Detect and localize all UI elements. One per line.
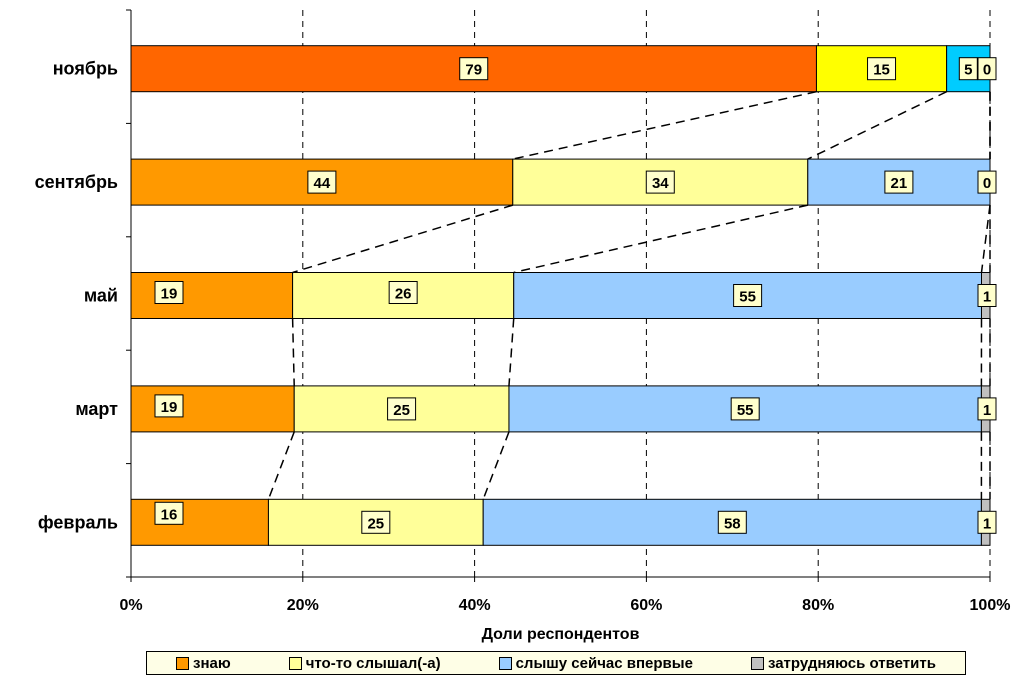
legend-label-hard-to-say: затрудняюсь ответить bbox=[767, 654, 936, 672]
data-label-cat-4-s1: 25 bbox=[367, 515, 384, 532]
x-tick-label-5: 100% bbox=[970, 597, 1011, 614]
data-label-cat-2-s1: 26 bbox=[395, 286, 412, 303]
data-label-cat-3-s1: 25 bbox=[393, 402, 410, 419]
connector-3-2 bbox=[482, 431, 510, 500]
data-label-box-cat-3-s3 bbox=[977, 397, 997, 421]
data-label-box-cat-4-s3 bbox=[977, 510, 997, 534]
data-label-box-cat-3-s1 bbox=[387, 397, 417, 421]
legend-item-know: знаю bbox=[176, 655, 231, 672]
x-tick-label-3: 60% bbox=[630, 597, 662, 614]
category-label-cat-2: май bbox=[84, 286, 118, 306]
connector-1-2 bbox=[513, 204, 808, 274]
category-label-cat-1: сентябрь bbox=[35, 172, 118, 192]
x-axis-label: Доли респондентов bbox=[482, 626, 640, 643]
data-label-box-cat-4-s1 bbox=[361, 510, 391, 534]
data-label-cat-3-s2: 55 bbox=[737, 402, 754, 419]
legend-label-know: знаю bbox=[193, 654, 231, 672]
data-label-box-cat-1-s1 bbox=[645, 170, 675, 194]
data-label-cat-1-s2: 21 bbox=[891, 175, 908, 192]
category-label-cat-0: ноябрь bbox=[53, 59, 118, 79]
data-label-box-cat-3-s0 bbox=[154, 394, 184, 418]
data-label-cat-2-s3: 1 bbox=[983, 289, 991, 306]
x-tick-label-0: 0% bbox=[119, 597, 142, 614]
x-tick-label-2: 40% bbox=[459, 597, 491, 614]
data-label-box-cat-0-s2 bbox=[958, 57, 978, 81]
connector-0-1 bbox=[512, 90, 817, 160]
data-label-cat-4-s2: 58 bbox=[724, 515, 741, 532]
category-label-cat-4: февраль bbox=[38, 512, 118, 532]
data-label-box-cat-2-s3 bbox=[977, 284, 997, 307]
data-label-cat-4-s3: 1 bbox=[983, 515, 991, 532]
data-label-box-cat-0-s0 bbox=[459, 57, 489, 81]
data-label-cat-0-s3: 0 bbox=[983, 62, 991, 79]
data-label-box-cat-1-s0 bbox=[307, 170, 337, 194]
legend-swatch-first-time bbox=[498, 656, 512, 670]
data-label-box-cat-4-s0 bbox=[154, 501, 184, 525]
data-label-cat-2-s0: 19 bbox=[161, 286, 178, 303]
connector-2-2 bbox=[508, 318, 515, 386]
connector-2-1 bbox=[291, 318, 295, 386]
connector-3-1 bbox=[267, 431, 295, 500]
data-label-box-cat-2-s0 bbox=[154, 281, 184, 304]
category-label-cat-3: март bbox=[75, 399, 118, 419]
data-label-box-cat-1-s3 bbox=[977, 170, 997, 194]
bar-cat-2-s1 bbox=[292, 272, 515, 319]
data-label-cat-0-s0: 79 bbox=[465, 62, 482, 79]
legend-label-first-time: слышу сейчас впервые bbox=[515, 654, 693, 672]
data-label-cat-1-s0: 44 bbox=[314, 175, 331, 192]
connector-1-3 bbox=[980, 205, 991, 273]
bar-cat-4-s0 bbox=[130, 498, 269, 546]
data-label-cat-1-s3: 0 bbox=[983, 175, 991, 192]
legend-swatch-hard-to-say bbox=[750, 656, 764, 670]
data-label-box-cat-0-s3 bbox=[977, 57, 997, 81]
data-label-cat-3-s3: 1 bbox=[983, 402, 991, 419]
data-label-cat-0-s1: 15 bbox=[873, 62, 890, 79]
x-tick-label-1: 20% bbox=[287, 597, 319, 614]
chart-legend: знаю что-то слышал(-а) слышу сейчас впер… bbox=[146, 651, 966, 675]
data-label-cat-1-s1: 34 bbox=[652, 175, 669, 192]
data-label-cat-3-s0: 19 bbox=[161, 399, 178, 416]
data-label-cat-0-s2: 5 bbox=[964, 62, 972, 79]
data-label-box-cat-1-s2 bbox=[884, 170, 914, 194]
legend-item-heard: что-то слышал(-а) bbox=[288, 654, 441, 672]
legend-item-hard-to-say: затрудняюсь ответить bbox=[750, 654, 936, 672]
connector-0-2 bbox=[807, 91, 947, 160]
data-label-cat-2-s2: 55 bbox=[739, 289, 756, 306]
data-label-box-cat-3-s2 bbox=[730, 397, 760, 421]
connector-1-1 bbox=[292, 204, 513, 274]
legend-label-heard: что-то слышал(-а) bbox=[305, 654, 441, 672]
data-label-box-cat-2-s1 bbox=[388, 281, 418, 304]
legend-item-first-time: слышу сейчас впервые bbox=[498, 654, 693, 672]
x-tick-label-4: 80% bbox=[802, 597, 834, 614]
data-label-box-cat-4-s2 bbox=[717, 510, 747, 534]
data-label-box-cat-0-s1 bbox=[867, 57, 897, 81]
legend-swatch-heard bbox=[288, 656, 302, 670]
legend-swatch-know bbox=[176, 656, 189, 670]
data-label-box-cat-2-s2 bbox=[733, 284, 763, 307]
data-label-cat-4-s0: 16 bbox=[161, 506, 178, 523]
